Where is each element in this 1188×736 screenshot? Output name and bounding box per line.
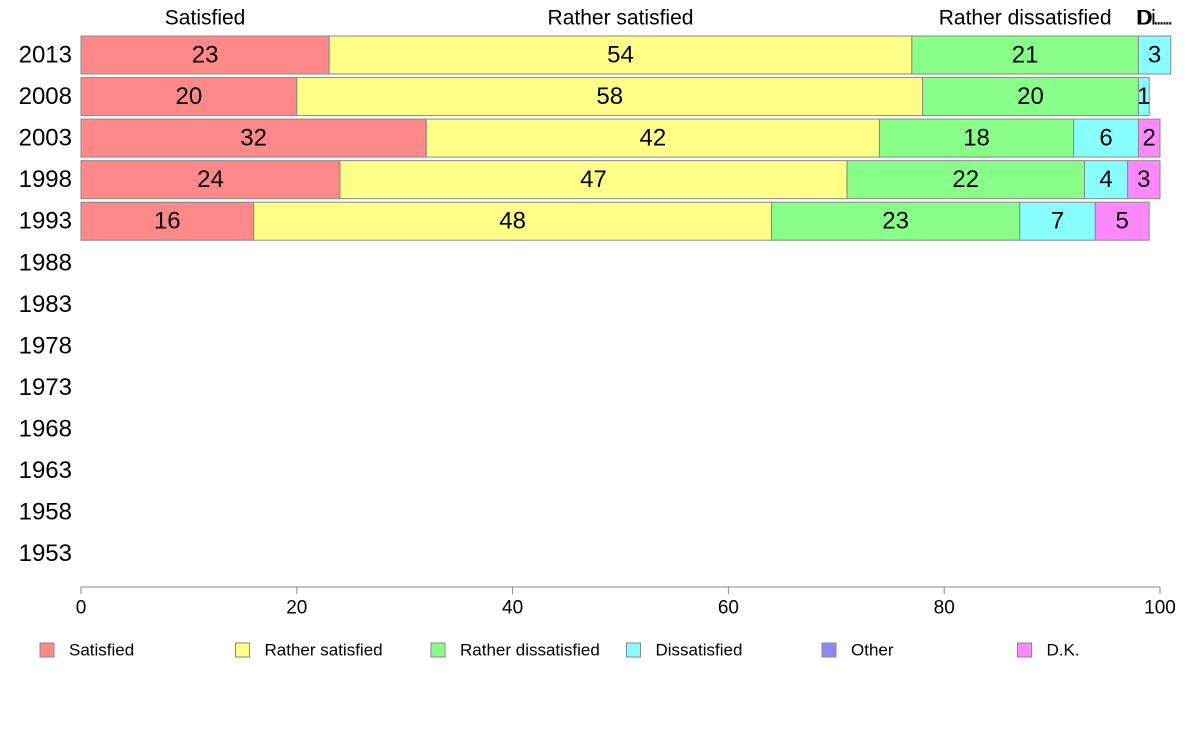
bar-value-label: 47 bbox=[580, 166, 607, 193]
bar-segment bbox=[771, 201, 1021, 241]
bar-segment bbox=[80, 160, 341, 200]
bar-segment bbox=[1094, 201, 1150, 241]
x-tick-label: 0 bbox=[76, 598, 87, 619]
bar-value-label: 18 bbox=[963, 125, 990, 152]
bar-segment bbox=[1137, 77, 1150, 117]
legend-swatch bbox=[1017, 642, 1032, 658]
legend-label: Other bbox=[851, 641, 894, 660]
bar-segment bbox=[1137, 35, 1172, 75]
series-top-label: Rather satisfied bbox=[548, 7, 694, 30]
bar-value-label: 16 bbox=[154, 208, 181, 235]
legend-swatch bbox=[821, 642, 837, 658]
bar-segment bbox=[80, 118, 427, 158]
category-label: 1983 bbox=[19, 291, 72, 318]
x-tick-label: 60 bbox=[718, 598, 739, 619]
bar-value-label: 42 bbox=[640, 125, 667, 152]
legend-swatch bbox=[39, 642, 55, 658]
legend-swatch bbox=[235, 642, 250, 658]
bar-segment bbox=[328, 35, 913, 75]
bar-value-label: 23 bbox=[882, 208, 909, 235]
category-label: 1953 bbox=[19, 540, 72, 567]
bar-value-label: 24 bbox=[197, 166, 224, 193]
category-label: 2013 bbox=[19, 42, 72, 69]
category-label: 2008 bbox=[19, 83, 72, 110]
bar-segment bbox=[1073, 118, 1139, 158]
legend-swatch bbox=[626, 642, 641, 658]
bar-segment bbox=[80, 77, 298, 117]
legend-swatch bbox=[430, 642, 446, 658]
bar-value-label: 32 bbox=[240, 125, 267, 152]
category-label: 1973 bbox=[19, 374, 72, 401]
category-label: 1993 bbox=[19, 208, 72, 235]
bar-value-label: 6 bbox=[1099, 125, 1112, 152]
bar-segment bbox=[846, 160, 1085, 200]
bar-segment bbox=[878, 118, 1075, 158]
legend-label: Rather satisfied bbox=[265, 641, 383, 660]
bar-value-label: 54 bbox=[607, 42, 634, 69]
bar-segment bbox=[1127, 160, 1161, 200]
x-tick-label: 80 bbox=[934, 598, 955, 619]
bar-value-label: 4 bbox=[1099, 166, 1112, 193]
bar-segment bbox=[1019, 201, 1096, 241]
series-top-label: Rather dissatisfied bbox=[939, 7, 1112, 30]
category-label: 2003 bbox=[19, 125, 72, 152]
bar-segment bbox=[296, 77, 924, 117]
bar-value-label: 48 bbox=[499, 208, 526, 235]
bar-segment bbox=[80, 201, 255, 241]
category-label: 1968 bbox=[19, 415, 72, 442]
bar-segment bbox=[253, 201, 773, 241]
legend-label: D.K. bbox=[1047, 641, 1080, 660]
bar-value-label: 21 bbox=[1012, 42, 1039, 69]
x-tick-label: 100 bbox=[1144, 598, 1176, 619]
bar-segment bbox=[425, 118, 880, 158]
bar-value-label: 3 bbox=[1137, 166, 1150, 193]
series-top-label: D... bbox=[1138, 7, 1171, 30]
bar-value-label: 20 bbox=[176, 83, 203, 110]
x-tick-label: 20 bbox=[286, 598, 307, 619]
bar-segment bbox=[80, 35, 330, 75]
bar-value-label: 22 bbox=[952, 166, 979, 193]
bar-value-label: 58 bbox=[596, 83, 623, 110]
legend-label: Dissatisfied bbox=[656, 641, 743, 660]
bar-value-label: 7 bbox=[1051, 208, 1064, 235]
bar-value-label: 5 bbox=[1116, 208, 1129, 235]
category-label: 1998 bbox=[19, 166, 72, 193]
bar-value-label: 2 bbox=[1143, 125, 1156, 152]
series-top-label: Di... bbox=[1136, 7, 1173, 30]
x-tick-label: 40 bbox=[502, 598, 523, 619]
bar-value-label: 3 bbox=[1148, 42, 1161, 69]
legend-label: Rather dissatisfied bbox=[460, 641, 600, 660]
category-label: 1978 bbox=[19, 332, 72, 359]
bar-segment bbox=[922, 77, 1139, 117]
bar-segment bbox=[1137, 118, 1161, 158]
bar-value-label: 1 bbox=[1137, 83, 1150, 110]
category-label: 1958 bbox=[19, 499, 72, 526]
series-top-label: Satisfied bbox=[165, 7, 246, 30]
bar-value-label: 20 bbox=[1017, 83, 1044, 110]
category-label: 1963 bbox=[19, 457, 72, 484]
legend-label: Satisfied bbox=[69, 641, 134, 660]
bar-segment bbox=[911, 35, 1139, 75]
bar-value-label: 23 bbox=[192, 42, 219, 69]
category-label: 1988 bbox=[19, 249, 72, 276]
